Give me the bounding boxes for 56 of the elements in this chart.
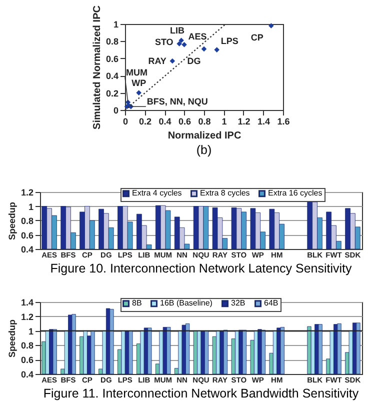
y-tick-label: 1.4 bbox=[20, 298, 34, 308]
annotation: STO bbox=[154, 36, 174, 47]
annotation: CP bbox=[250, 32, 264, 43]
point bbox=[268, 23, 274, 28]
annotation: LIB bbox=[170, 25, 186, 36]
legend-label: 64B bbox=[264, 298, 278, 308]
x-tick-label: 0.6 bbox=[178, 116, 192, 126]
x-tick-label: 0.8 bbox=[198, 116, 211, 126]
legend-label: 8B bbox=[132, 298, 142, 308]
point bbox=[170, 58, 176, 64]
legend-label: 32B bbox=[231, 298, 246, 308]
annotation: DG bbox=[187, 56, 201, 66]
y-tick-label: 0.6 bbox=[20, 355, 34, 366]
legend-label: Extra 4 cycles bbox=[132, 188, 182, 198]
annotation: WP bbox=[132, 78, 146, 88]
x-tick-label: 1.6 bbox=[277, 116, 290, 126]
x-axis-title: Normalized IPC bbox=[168, 130, 242, 142]
y-tick-label: 0.4 bbox=[106, 71, 118, 82]
point bbox=[178, 38, 184, 43]
point bbox=[214, 47, 220, 52]
y-tick-label: 0.6 bbox=[106, 54, 118, 64]
x-tick-label: 0.4 bbox=[158, 116, 172, 126]
y-axis-title: Simulated Normalized IPC bbox=[92, 6, 103, 130]
annotation: LPS bbox=[220, 36, 238, 46]
x-tick-label: 1.4 bbox=[257, 116, 270, 126]
annotation: RAY bbox=[148, 56, 166, 66]
annotation: BFS, NN, NQU bbox=[146, 96, 208, 107]
y-tick-label: 0 bbox=[113, 106, 118, 116]
y-tick-label: 1 bbox=[113, 20, 118, 30]
y-tick-label: 0.2 bbox=[106, 88, 118, 98]
annotation: AES bbox=[188, 32, 207, 42]
y-tick-label: 1 bbox=[28, 326, 34, 336]
y-axis-title: Speedup bbox=[6, 202, 17, 240]
x-tick-label: 1.2 bbox=[238, 116, 250, 126]
point bbox=[176, 41, 182, 46]
y-tick-label: 1.2 bbox=[20, 312, 34, 322]
point bbox=[201, 46, 207, 52]
legend-label: Extra 16 cycles bbox=[268, 188, 322, 198]
x-tick-label: 0 bbox=[122, 116, 128, 126]
text: Figure 11. Interconnection Network Bandwidth Sensitivity bbox=[43, 386, 360, 400]
annotation: MUM bbox=[126, 67, 148, 78]
legend-label: Extra 8 cycles bbox=[200, 188, 250, 198]
text: (b) bbox=[196, 143, 212, 157]
y-tick-label: 0.8 bbox=[20, 216, 34, 226]
y-tick-label: 1.2 bbox=[20, 188, 34, 198]
point bbox=[182, 42, 187, 48]
x-tick-label: 0.2 bbox=[138, 116, 152, 126]
y-tick-label: 1 bbox=[28, 202, 34, 212]
y-tick-label: 0.8 bbox=[20, 340, 34, 351]
y-tick-label: 0.8 bbox=[106, 36, 118, 47]
legend-label: 16B (Baseline) bbox=[160, 298, 213, 308]
y-tick-label: 0.6 bbox=[20, 230, 34, 240]
point bbox=[136, 90, 142, 96]
x-tick-label: 1 bbox=[222, 116, 227, 126]
y-axis-title: Speedup bbox=[6, 319, 17, 358]
text: Figure 10. Interconnection Network Latency Sensitivity bbox=[50, 262, 353, 276]
